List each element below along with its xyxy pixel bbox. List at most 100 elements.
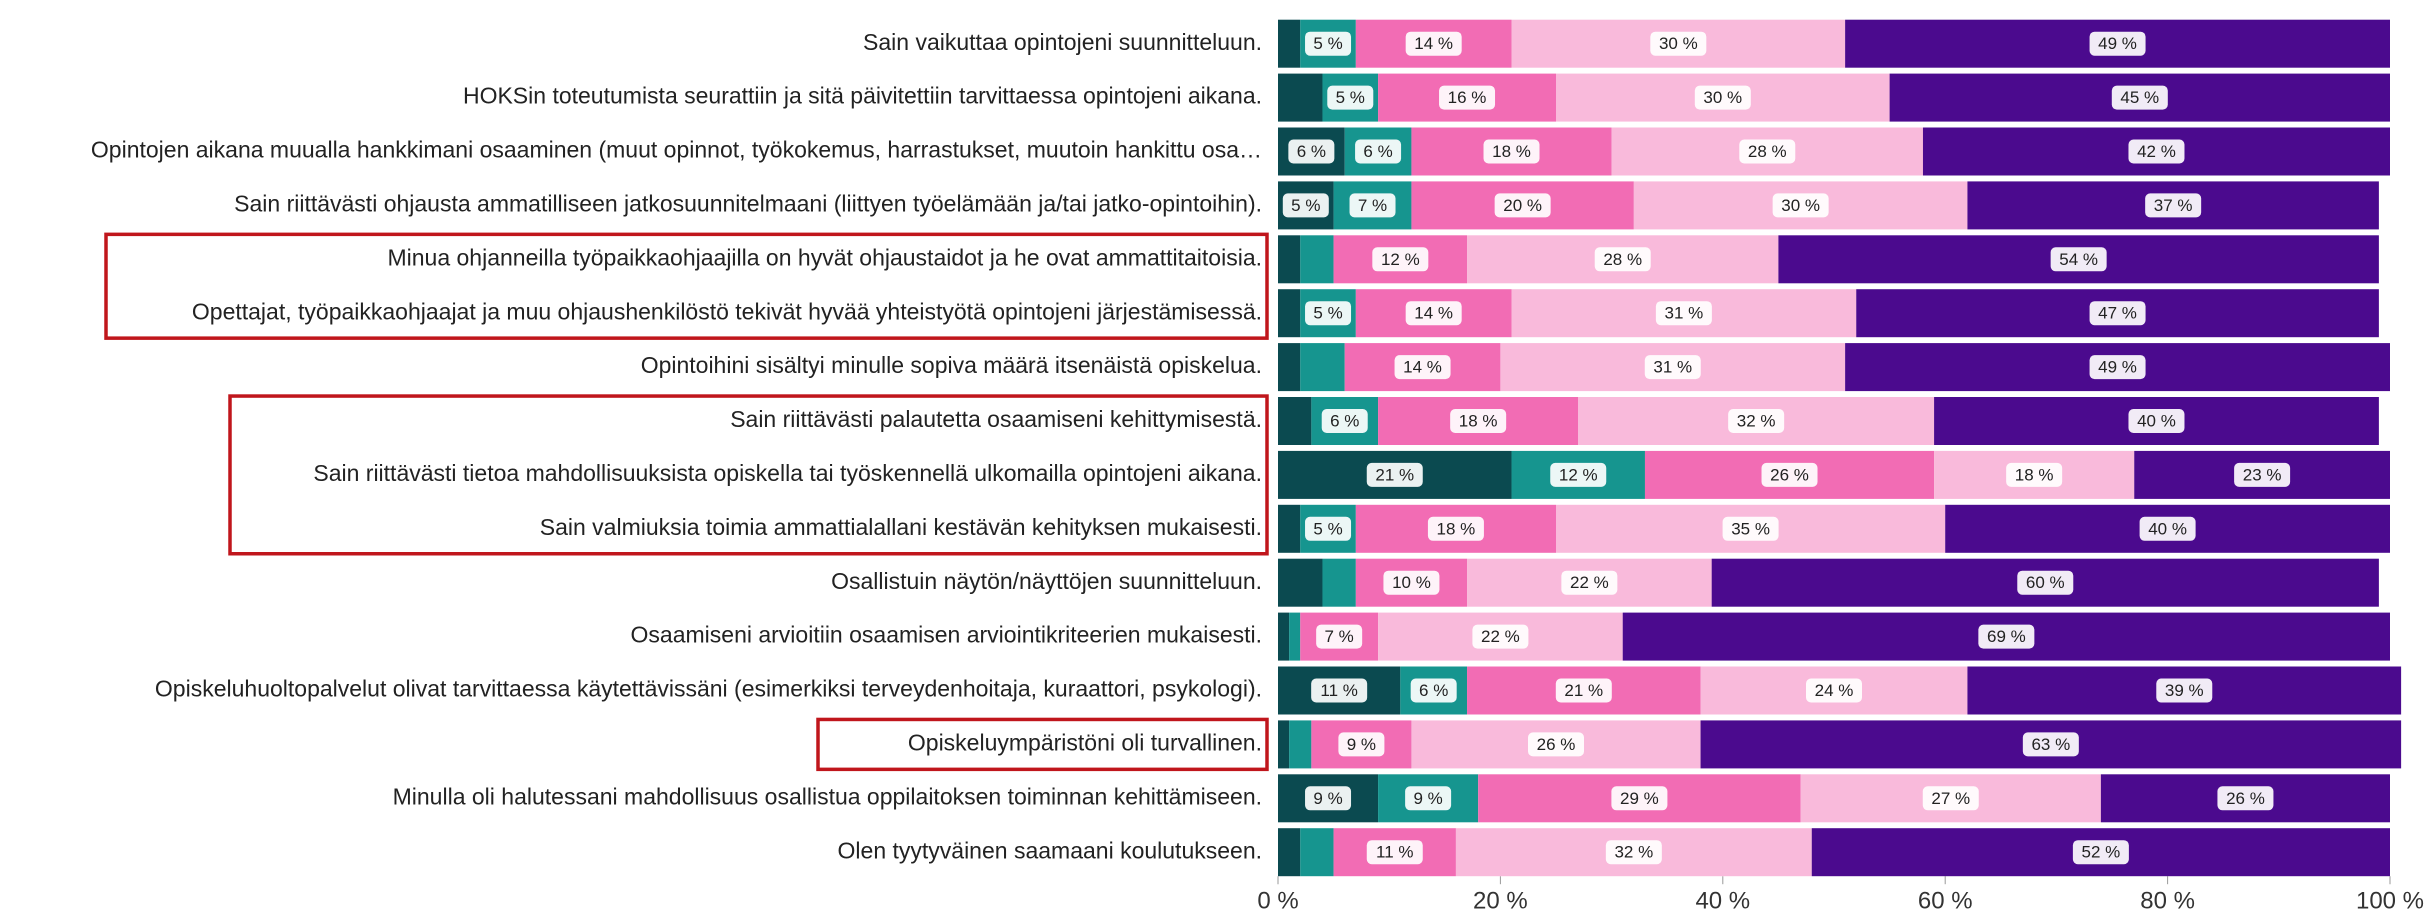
- bar-segment: [1278, 343, 1301, 392]
- value-label-box: [1355, 139, 1402, 164]
- value-label: 7 %: [1325, 627, 1354, 646]
- value-label: 29 %: [1620, 789, 1659, 808]
- category-label: Osallistuin näytön/näyttöjen suunnittelu…: [831, 568, 1262, 594]
- value-label-box: [1410, 678, 1457, 703]
- category-label: Opettajat, työpaikkaohjaajat ja muu ohja…: [192, 298, 1262, 324]
- value-label-box: [1288, 139, 1335, 164]
- value-label-box: [2050, 247, 2107, 272]
- value-label-box: [1528, 732, 1584, 757]
- value-label-box: [1305, 301, 1352, 326]
- value-label-box: [2022, 732, 2079, 757]
- value-label-box: [1372, 247, 1429, 272]
- value-label-box: [1772, 193, 1829, 218]
- value-label-box: [2089, 31, 2146, 56]
- x-tick-label: 80 %: [2140, 887, 2195, 914]
- value-label-box: [1722, 516, 1779, 541]
- category-label: Sain vaikuttaa opintojeni suunnitteluun.: [863, 29, 1262, 55]
- value-label: 6 %: [1363, 142, 1392, 161]
- bar-segment: [1278, 558, 1323, 607]
- value-label-box: [1439, 85, 1496, 110]
- value-label: 30 %: [1703, 88, 1742, 107]
- value-label: 42 %: [2137, 142, 2176, 161]
- value-label: 18 %: [1459, 411, 1498, 430]
- value-label-box: [1472, 624, 1529, 649]
- value-label-box: [2072, 840, 2129, 865]
- bar-segment: [1278, 828, 1301, 877]
- highlight-box: [816, 717, 1269, 772]
- value-label: 40 %: [2148, 519, 2187, 538]
- value-label-box: [1405, 301, 1462, 326]
- value-label-box: [2017, 570, 2074, 595]
- value-label: 11 %: [1376, 843, 1414, 862]
- value-label: 22 %: [1481, 627, 1520, 646]
- category-label: Opiskeluhuoltopalvelut olivat tarvittaes…: [155, 676, 1262, 702]
- category-label: Opintoihini sisältyi minulle sopiva määr…: [641, 352, 1262, 378]
- value-label: 18 %: [2015, 465, 2054, 484]
- value-label: 20 %: [1503, 196, 1542, 215]
- value-label-box: [2145, 193, 2202, 218]
- value-label: 12 %: [1381, 250, 1420, 269]
- bar-segment: [1322, 558, 1356, 607]
- value-label: 49 %: [2098, 358, 2137, 377]
- value-label: 5 %: [1336, 88, 1365, 107]
- value-label: 16 %: [1448, 88, 1487, 107]
- category-label: Opiskeluympäristöni oli turvallinen.: [908, 729, 1262, 755]
- bar-segment: [1289, 720, 1312, 769]
- category-label: Sain riittävästi palautetta osaamiseni k…: [730, 406, 1262, 432]
- value-label-box: [1394, 355, 1451, 380]
- value-label: 9 %: [1313, 789, 1342, 808]
- value-label: 14 %: [1414, 304, 1453, 323]
- value-label: 32 %: [1737, 411, 1776, 430]
- value-label: 27 %: [1931, 789, 1970, 808]
- value-label-box: [2234, 462, 2291, 487]
- x-tick-label: 20 %: [1473, 887, 1528, 914]
- value-label: 37 %: [2154, 196, 2193, 215]
- value-label-box: [1494, 193, 1551, 218]
- value-label-box: [1694, 85, 1751, 110]
- value-label-box: [1383, 570, 1440, 595]
- value-label: 5 %: [1291, 196, 1320, 215]
- value-label: 28 %: [1603, 250, 1642, 269]
- x-tick-label: 60 %: [1918, 887, 1973, 914]
- value-label-box: [2217, 786, 2274, 811]
- bar-segment: [1278, 19, 1301, 68]
- value-label: 9 %: [1347, 735, 1376, 754]
- category-label: HOKSin toteutumista seurattiin ja sitä p…: [463, 83, 1262, 109]
- category-label: Sain riittävästi ohjausta ammatilliseen …: [234, 190, 1262, 216]
- value-label: 7 %: [1358, 196, 1387, 215]
- value-label: 12 %: [1559, 465, 1598, 484]
- value-label-box: [1978, 624, 2035, 649]
- value-label-box: [1611, 786, 1668, 811]
- x-tick-label: 40 %: [1695, 887, 1750, 914]
- value-label-box: [1366, 840, 1423, 865]
- bar-segment: [1278, 73, 1323, 122]
- bar-segment: [1300, 343, 1345, 392]
- value-label: 6 %: [1297, 142, 1326, 161]
- bar-segment: [1278, 397, 1312, 445]
- category-label: Minua ohjanneilla työpaikkaohjaajilla on…: [387, 244, 1262, 270]
- value-label: 9 %: [1413, 789, 1442, 808]
- value-label-box: [1806, 678, 1862, 703]
- value-label-box: [1405, 786, 1452, 811]
- value-label-box: [1594, 247, 1651, 272]
- value-label: 5 %: [1313, 304, 1342, 323]
- value-label-box: [1305, 786, 1352, 811]
- x-tick-label: 100 %: [2356, 887, 2424, 914]
- value-label-box: [1305, 516, 1352, 541]
- value-label: 45 %: [2120, 88, 2159, 107]
- value-label-box: [1349, 193, 1396, 218]
- value-label: 5 %: [1313, 519, 1342, 538]
- highlight-box: [228, 394, 1269, 556]
- value-label-box: [1311, 678, 1368, 703]
- value-label: 32 %: [1614, 843, 1653, 862]
- value-label: 26 %: [1770, 465, 1809, 484]
- category-label: Sain riittävästi tietoa mahdollisuuksist…: [313, 460, 1262, 486]
- value-label-box: [1550, 462, 1607, 487]
- value-label-box: [1644, 355, 1701, 380]
- value-label: 26 %: [1537, 735, 1576, 754]
- bar-segment: [1278, 612, 1290, 661]
- x-tick-label: 0 %: [1257, 887, 1298, 914]
- value-label-box: [1327, 85, 1374, 110]
- value-label: 54 %: [2059, 250, 2098, 269]
- value-label: 18 %: [1437, 519, 1476, 538]
